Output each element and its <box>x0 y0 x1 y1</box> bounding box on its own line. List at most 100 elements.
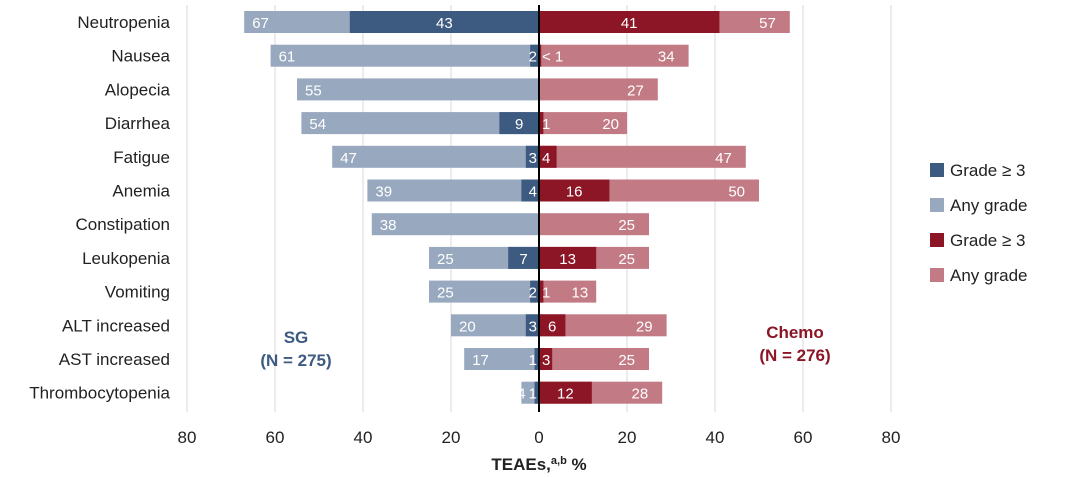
bar-sg-grade3 <box>534 381 539 404</box>
label-sg-grade3: 9 <box>515 116 523 133</box>
label-chemo-any-grade: 29 <box>636 318 653 335</box>
label-chemo-any-grade: 57 <box>759 15 776 32</box>
category-label: Fatigue <box>113 148 170 167</box>
x-tick-label: 20 <box>618 428 637 447</box>
label-sg-grade3: 3 <box>529 318 537 335</box>
category-label: Leukopenia <box>82 249 170 268</box>
label-sg-any-grade: 47 <box>340 150 357 167</box>
label-chemo-any-grade: 25 <box>618 251 635 268</box>
label-sg-any-grade: 61 <box>279 49 296 66</box>
category-label: ALT increased <box>62 316 170 335</box>
category-label: Thrombocytopenia <box>29 384 170 403</box>
label-sg-grade3: 2 <box>529 285 537 302</box>
label-sg-any-grade: 55 <box>305 82 322 99</box>
legend-swatch <box>930 233 944 247</box>
bar-sg-grade3 <box>521 179 539 202</box>
bar-chemo-grade3 <box>539 381 592 404</box>
label-chemo-grade3: 3 <box>542 352 550 369</box>
bar-sg-grade3 <box>525 145 539 168</box>
x-tick-label: 20 <box>442 428 461 447</box>
label-sg-grade3: 1 <box>529 386 537 403</box>
label-sg-any-grade: 20 <box>459 318 476 335</box>
category-label: Diarrhea <box>105 114 171 133</box>
bar-chemo-grade3 <box>539 280 544 303</box>
label-sg-any-grade: 67 <box>252 15 269 32</box>
group-label-sg: SG <box>284 328 309 347</box>
bar-chemo-any-grade <box>539 348 649 370</box>
group-n-sg: (N = 275) <box>260 351 331 370</box>
bar-sg-grade3 <box>530 280 539 303</box>
label-chemo-grade3: 1 <box>542 116 550 133</box>
x-tick-label: 60 <box>794 428 813 447</box>
bar-chemo-any-grade <box>539 314 667 337</box>
bar-chemo-any-grade <box>539 213 649 236</box>
label-sg-grade3: 43 <box>436 15 453 32</box>
label-chemo-grade3: 41 <box>621 15 638 32</box>
label-sg-any-grade: 38 <box>380 217 397 234</box>
label-chemo-grade3: 16 <box>566 184 583 201</box>
legend-label: Any grade <box>950 196 1028 215</box>
category-label: Vomiting <box>105 283 170 302</box>
category-label: Alopecia <box>105 80 171 99</box>
bar-sg-any-grade <box>301 112 539 135</box>
x-tick-label: 60 <box>266 428 285 447</box>
bar-chemo-grade3 <box>539 348 553 370</box>
label-chemo-any-grade: 27 <box>627 82 644 99</box>
label-sg-any-grade: 54 <box>309 116 326 133</box>
group-label-chemo: Chemo <box>766 323 824 342</box>
group-n-chemo: (N = 276) <box>759 346 830 365</box>
category-label: AST increased <box>59 350 170 369</box>
x-axis-label: TEAEs,a,b % <box>491 455 586 474</box>
label-chemo-grade3: 12 <box>557 386 574 403</box>
x-tick-label: 40 <box>706 428 725 447</box>
label-sg-any-grade: 17 <box>472 352 489 369</box>
label-sg-any-grade: 25 <box>437 285 454 302</box>
bar-chemo-grade3 <box>539 314 566 337</box>
bar-sg-grade3 <box>349 11 539 33</box>
label-sg-grade3: 1 <box>529 352 537 369</box>
category-label: Constipation <box>75 215 170 234</box>
bar-chemo-any-grade <box>539 112 627 135</box>
bar-chemo-grade3 <box>539 112 544 135</box>
category-label: Nausea <box>111 47 170 66</box>
bar-chemo-grade3 <box>539 11 720 33</box>
bar-sg-grade3 <box>534 348 539 370</box>
bar-sg-grade3 <box>530 44 539 67</box>
legend-swatch <box>930 163 944 177</box>
label-sg-any-grade: 39 <box>375 184 392 201</box>
x-tick-label: 40 <box>354 428 373 447</box>
label-sg-grade3: 7 <box>519 251 527 268</box>
bar-sg-any-grade <box>429 280 539 303</box>
bar-chemo-grade3 <box>539 246 597 269</box>
bar-chemo-any-grade <box>539 280 597 303</box>
label-chemo-any-grade: 25 <box>618 217 635 234</box>
label-sg-grade3: 4 <box>529 184 537 201</box>
bar-chemo-any-grade <box>539 145 746 168</box>
legend-label: Grade ≥ 3 <box>950 231 1025 250</box>
bar-chemo-any-grade <box>539 78 658 101</box>
label-chemo-grade3: 13 <box>559 251 576 268</box>
legend-label: Grade ≥ 3 <box>950 161 1025 180</box>
label-chemo-grade3: < 1 <box>542 49 563 66</box>
label-chemo-any-grade: 47 <box>715 150 732 167</box>
x-tick-label: 80 <box>178 428 197 447</box>
legend-swatch <box>930 198 944 212</box>
label-sg-grade3: 2 <box>529 49 537 66</box>
label-chemo-any-grade: 20 <box>602 116 619 133</box>
x-tick-label: 0 <box>534 428 543 447</box>
bar-chemo-grade3 <box>539 179 610 202</box>
bar-sg-grade3 <box>508 246 539 269</box>
label-chemo-grade3: 4 <box>542 150 550 167</box>
bar-chemo-any-grade <box>539 44 689 67</box>
category-label: Neutropenia <box>77 13 170 32</box>
label-sg-any-grade: 4 <box>517 386 525 403</box>
label-chemo-grade3: 1 <box>542 285 550 302</box>
label-chemo-any-grade: 50 <box>728 184 745 201</box>
label-sg-any-grade: 25 <box>437 251 454 268</box>
label-chemo-any-grade: 28 <box>632 386 649 403</box>
bar-sg-any-grade <box>451 314 539 337</box>
bar-sg-any-grade <box>371 213 539 236</box>
label-chemo-any-grade: 13 <box>572 285 589 302</box>
label-chemo-any-grade: 25 <box>618 352 635 369</box>
